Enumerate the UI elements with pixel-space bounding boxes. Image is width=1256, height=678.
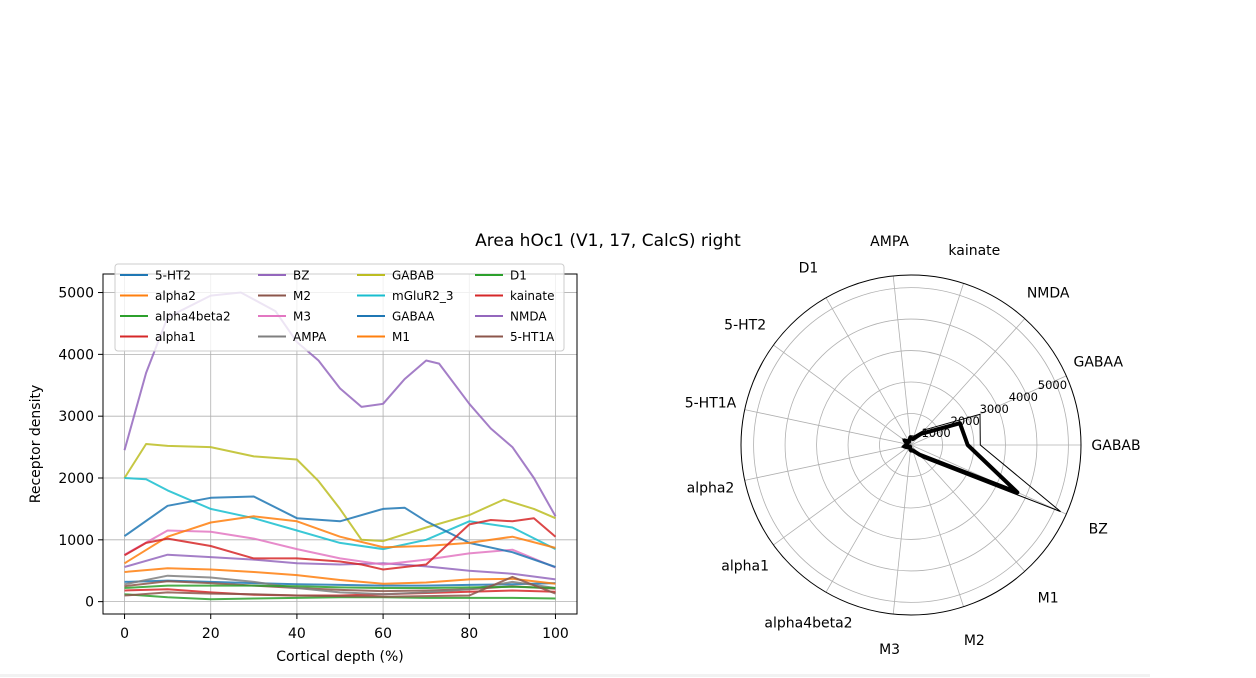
series-line-kainate [124, 517, 557, 571]
radar-spoke [744, 409, 912, 446]
x-tick-label: 100 [542, 626, 569, 642]
radar-radial-tick-label: 2000 [951, 414, 980, 428]
y-tick-label: 2000 [58, 471, 94, 487]
radar-spoke [910, 444, 964, 607]
x-tick-label: 80 [460, 626, 478, 642]
series-line-GABAA [123, 495, 556, 568]
legend-label-alpha4beta2: alpha4beta2 [155, 310, 231, 324]
radar-label-AMPA: AMPA [870, 234, 909, 250]
radar-label-alpha2: alpha2 [687, 481, 735, 497]
radar-label-M1: M1 [1038, 590, 1059, 606]
legend-label-mGluR2_3: mGluR2_3 [392, 289, 454, 303]
radar-spoke [825, 297, 912, 446]
legend-label-5-HT2: 5-HT2 [155, 269, 191, 283]
legend-label-GABAB: GABAB [392, 269, 434, 283]
legend-label-alpha2: alpha2 [155, 289, 196, 303]
radar-chart: GABAB GABAA NMDA kainate AMPA D1 5-HT2 5-HT1A al… [685, 234, 1141, 658]
x-tick-label: 60 [374, 626, 392, 642]
radar-spoke [825, 444, 912, 593]
y-tick-label: 4000 [58, 347, 94, 363]
legend-label-BZ: BZ [293, 269, 309, 283]
legend: 5-HT2 alpha2 alpha4beta2 alpha1 BZ M2 M3 AMPA GA… [114, 263, 565, 352]
radar-label-GABAB: GABAB [1091, 438, 1140, 454]
y-tick-label: 0 [85, 595, 94, 611]
radar-category-labels: GABAB GABAA NMDA kainate AMPA D1 5-HT2 5-HT1A al… [685, 234, 1141, 658]
radar-series-mean [902, 421, 1020, 495]
radar-spoke [910, 283, 964, 446]
x-tick-label: 40 [288, 626, 306, 642]
radar-label-M2: M2 [964, 633, 985, 649]
legend-label-kainate: kainate [510, 289, 554, 303]
series-line-M1 [123, 515, 556, 565]
series-line-BZ [124, 553, 556, 581]
radar-label-NMDA: NMDA [1027, 286, 1070, 302]
radar-label-BZ: BZ [1089, 521, 1108, 537]
series-line-GABAB [123, 443, 556, 543]
legend-box [114, 263, 565, 352]
series-line-mGluR2_3 [124, 477, 556, 551]
radar-radial-tick-label: 5000 [1038, 378, 1067, 392]
legend-label-M1: M1 [392, 330, 410, 344]
legend-label-D1: D1 [510, 269, 527, 283]
radar-radial-tick-label: 4000 [1009, 390, 1038, 404]
x-axis-label: Cortical depth (%) [276, 649, 404, 665]
radar-label-5-HT1A: 5-HT1A [685, 395, 737, 411]
radar-series [900, 413, 1061, 513]
radar-radial-tick-label: 1000 [921, 426, 950, 440]
y-tick-label: 5000 [58, 286, 94, 302]
legend-label-alpha1: alpha1 [155, 330, 196, 344]
x-tick-label: 0 [120, 626, 129, 642]
legend-label-5-HT1A: 5-HT1A [510, 330, 555, 344]
radar-label-GABAA: GABAA [1073, 355, 1123, 371]
figure-title: Area hOc1 (V1, 17, CalcS) right [475, 231, 741, 251]
radar-label-D1: D1 [799, 260, 819, 276]
radar-spoke [773, 444, 912, 546]
bottom-divider [0, 674, 1150, 677]
radar-spoke [744, 444, 912, 481]
radar-label-alpha4beta2: alpha4beta2 [764, 616, 852, 632]
legend-label-M3: M3 [293, 310, 311, 324]
radar-spoke [892, 275, 912, 446]
series-line-alpha4beta2 [124, 593, 556, 601]
radar-spoke [910, 318, 1026, 446]
radar-spoke [910, 444, 1026, 572]
radar-spoke [910, 375, 1067, 446]
x-tick-label: 20 [202, 626, 220, 642]
series-line-alpha2 [124, 567, 556, 585]
radar-spoke [892, 444, 912, 615]
radar-grid [740, 274, 1082, 616]
radar-label-alpha1: alpha1 [721, 558, 769, 574]
y-tick-label: 1000 [58, 533, 94, 549]
radar-outer-ring [740, 274, 1082, 616]
legend-label-AMPA: AMPA [293, 330, 327, 344]
series-line-5-HT1A [124, 575, 556, 598]
y-axis-label: Receptor density [28, 385, 44, 504]
radar-label-kainate: kainate [948, 243, 1000, 259]
radar-radial-tick-label: 3000 [980, 402, 1009, 416]
radar-label-5-HT2: 5-HT2 [724, 318, 766, 334]
series-line-M3 [124, 529, 556, 569]
radar-label-M3: M3 [879, 642, 900, 658]
y-tick-label: 3000 [58, 409, 94, 425]
radar-spoke [773, 344, 912, 446]
series-line-D1 [124, 584, 556, 589]
legend-label-GABAA: GABAA [392, 310, 435, 324]
legend-label-M2: M2 [293, 289, 311, 303]
legend-label-NMDA: NMDA [510, 310, 547, 324]
